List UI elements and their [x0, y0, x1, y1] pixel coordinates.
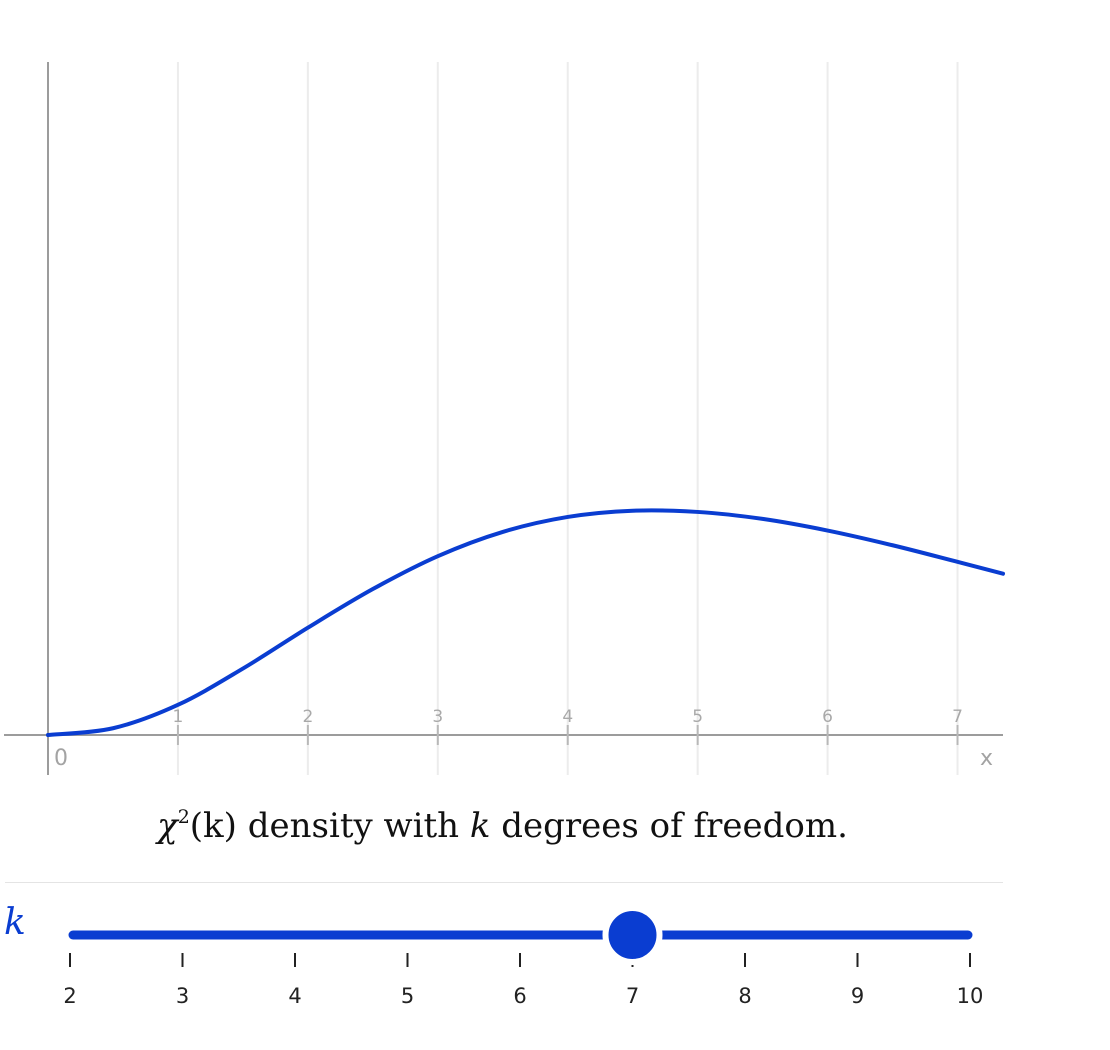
chi-power: 2 — [177, 806, 190, 828]
slider-tick-label-2: 2 — [63, 984, 76, 1008]
caption-k: k — [469, 806, 491, 846]
slider-ticks: 2 3 4 5 6 7 8 9 10 — [63, 953, 983, 1008]
chi-symbol: χ — [157, 806, 178, 846]
caption-arg: (k) — [189, 806, 237, 846]
x-ticks: 1 2 3 4 5 6 7 — [173, 707, 963, 745]
density-curve — [46, 508, 1005, 737]
slider-label-k: k — [4, 902, 26, 943]
grid-lines — [176, 62, 959, 775]
caption-text: density with — [236, 806, 470, 846]
slider-tick-label-8: 8 — [738, 984, 751, 1008]
slider-thumb[interactable] — [602, 905, 663, 965]
x-tick-label-7: 7 — [952, 707, 963, 727]
slider-tick-label-10: 10 — [957, 984, 984, 1008]
slider-tick-label-5: 5 — [401, 984, 414, 1008]
x-tick-label-6: 6 — [822, 707, 833, 727]
caption-rest: degrees of freedom. — [490, 806, 848, 846]
k-slider[interactable]: 2 3 4 5 6 7 8 9 10 — [0, 890, 1110, 1030]
slider-tick-label-3: 3 — [176, 984, 189, 1008]
x-tick-label-3: 3 — [432, 707, 443, 727]
slider-tick-label-6: 6 — [513, 984, 526, 1008]
x-tick-label-1: 1 — [173, 707, 184, 727]
slider-tick-label-4: 4 — [288, 984, 301, 1008]
slider-tick-label-9: 9 — [851, 984, 864, 1008]
divider — [5, 882, 1003, 883]
x-tick-label-5: 5 — [692, 707, 703, 727]
origin-label: 0 — [54, 746, 68, 771]
slider-tick-label-7: 7 — [626, 984, 639, 1008]
chi-square-density-chart: 1 2 3 4 5 6 7 0 x — [4, 62, 1005, 775]
x-axis-label: x — [980, 746, 993, 771]
x-tick-label-2: 2 — [302, 707, 313, 727]
caption-formula: χ2(k) — [157, 806, 237, 846]
chart-caption: χ2(k) density with k degrees of freedom. — [0, 806, 1005, 846]
x-tick-label-4: 4 — [562, 707, 573, 727]
